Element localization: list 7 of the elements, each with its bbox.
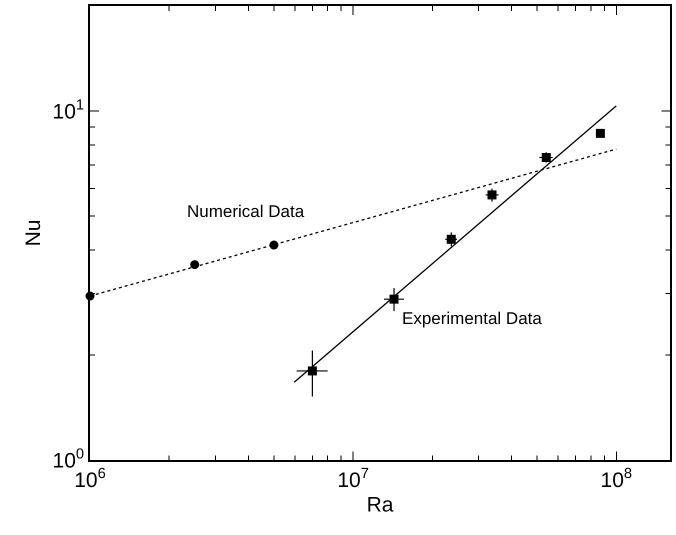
annotation: Numerical Data bbox=[187, 202, 305, 221]
x-axis-title: Ra bbox=[366, 494, 394, 517]
x-tick-label: 10$^{8}$ bbox=[600, 466, 632, 492]
annotation: Experimental Data bbox=[402, 309, 542, 328]
x-tick-label: 10$^{7}$ bbox=[337, 466, 369, 492]
y-tick-label: 10$^{1}$ bbox=[52, 98, 84, 124]
y-axis-title: Nu bbox=[22, 220, 46, 246]
